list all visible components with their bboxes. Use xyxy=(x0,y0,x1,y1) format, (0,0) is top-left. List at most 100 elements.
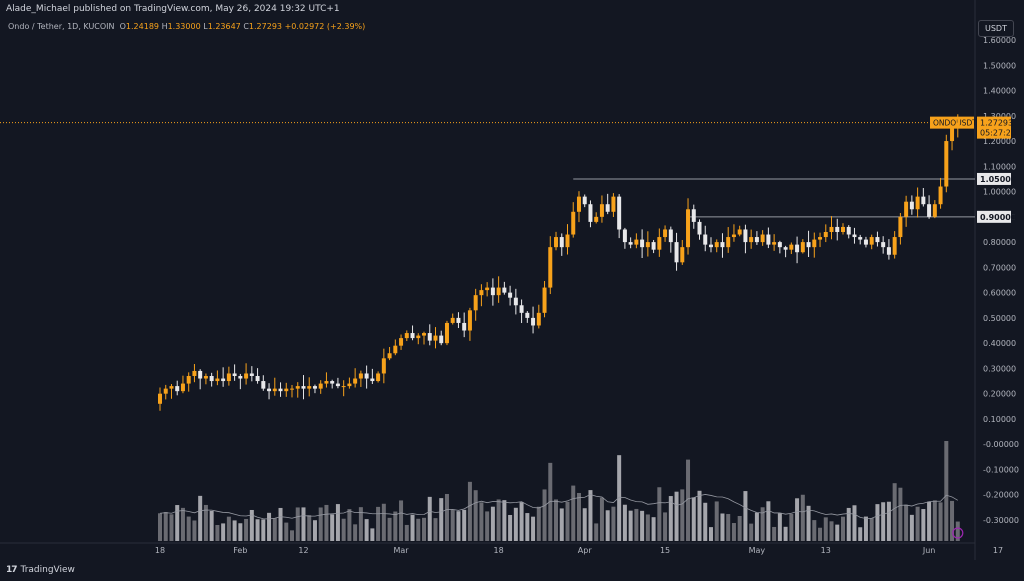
currency-button[interactable]: USDT xyxy=(978,20,1014,37)
candle-body xyxy=(244,373,249,379)
candle-body xyxy=(519,305,524,313)
candle-body xyxy=(238,376,243,379)
volume-bar xyxy=(519,502,524,541)
volume-bar xyxy=(749,523,754,541)
candle-body xyxy=(422,333,427,336)
x-tick-label: Mar xyxy=(394,546,410,555)
candle-body xyxy=(886,247,891,255)
candle-body xyxy=(439,335,444,344)
volume-bar xyxy=(255,519,260,541)
volume-bar xyxy=(301,507,306,541)
volume-bar xyxy=(651,517,656,541)
published-caption: Alade_Michael published on TradingView.c… xyxy=(6,4,340,14)
volume-bar xyxy=(938,502,943,541)
volume-bar xyxy=(169,514,174,541)
candle-body xyxy=(599,204,604,217)
candle-body xyxy=(955,122,960,129)
volume-bar xyxy=(869,517,874,541)
candle-body xyxy=(525,312,530,318)
volume-bar xyxy=(726,514,731,541)
candle-body xyxy=(209,376,214,382)
candle-body xyxy=(192,370,197,376)
candle-body xyxy=(444,322,449,344)
volume-bar xyxy=(381,503,386,541)
candle-body xyxy=(559,237,564,248)
candle-body xyxy=(680,247,685,263)
volume-bar xyxy=(226,516,231,541)
volume-bar xyxy=(238,523,243,541)
volume-bar xyxy=(852,505,857,541)
x-tick-label: 17 xyxy=(993,546,1003,555)
candle-body xyxy=(272,388,277,392)
volume-bar xyxy=(955,521,960,541)
candle-body xyxy=(531,317,536,326)
volume-bar xyxy=(594,523,599,541)
volume-bar xyxy=(686,459,691,541)
candle-body xyxy=(215,378,220,382)
x-tick-label: Feb xyxy=(233,546,247,555)
candle-body xyxy=(347,383,352,387)
candle-body xyxy=(513,297,518,306)
candle-body xyxy=(950,128,955,142)
y-tick-label: 0.40000 xyxy=(983,339,1016,348)
volume-bar xyxy=(192,520,197,541)
candle-body xyxy=(427,333,432,341)
candle-body xyxy=(898,216,903,238)
candle-body xyxy=(663,229,668,238)
volume-bar xyxy=(513,507,518,541)
candle-body xyxy=(800,242,805,253)
volume-bar xyxy=(456,511,461,541)
volume-bar xyxy=(927,501,932,541)
volume-bar xyxy=(330,514,335,541)
volume-bar xyxy=(582,508,587,541)
volume-bar xyxy=(909,514,914,541)
candle-body xyxy=(341,386,346,388)
candle-body xyxy=(921,196,926,205)
y-tick-label: 1.00000 xyxy=(983,188,1016,197)
volume-bar xyxy=(485,511,490,541)
volume-bar xyxy=(249,509,254,541)
candle-body xyxy=(255,376,260,382)
volume-bar xyxy=(158,513,162,541)
volume-bar xyxy=(433,518,438,541)
candle-body xyxy=(806,242,811,248)
volume-bar xyxy=(324,504,329,541)
volume-bar xyxy=(886,501,891,541)
x-tick-label: 12 xyxy=(298,546,308,555)
volume-bar xyxy=(180,507,185,541)
volume-bar xyxy=(743,491,748,541)
level-label-box xyxy=(977,210,1011,223)
candle-body xyxy=(703,234,708,245)
x-tick-label: 18 xyxy=(155,546,165,555)
volume-bar xyxy=(548,462,553,541)
candle-body xyxy=(812,239,817,248)
candle-body xyxy=(944,141,949,187)
candle-body xyxy=(496,287,501,296)
volume-bar xyxy=(703,502,708,541)
candle-body xyxy=(909,201,914,210)
volume-ma-line xyxy=(159,494,958,520)
volume-bar xyxy=(467,481,472,541)
candle-body xyxy=(686,209,691,248)
volume-bar xyxy=(645,514,650,541)
volume-bar xyxy=(783,526,788,541)
volume-bar xyxy=(244,518,249,541)
last-price-box xyxy=(977,116,1011,139)
x-tick-label: 15 xyxy=(660,546,670,555)
candle-body xyxy=(175,386,180,392)
countdown-label: 05:27:20 xyxy=(980,129,1016,138)
candle-body xyxy=(594,216,599,222)
y-tick-label: 0.70000 xyxy=(983,263,1016,272)
candle-body xyxy=(789,244,794,250)
level-label: 0.90000 xyxy=(980,213,1017,222)
volume-bar xyxy=(163,512,168,541)
volume-bar xyxy=(766,501,771,541)
volume-bar xyxy=(404,524,409,541)
volume-bar xyxy=(904,504,909,541)
volume-bar xyxy=(479,502,484,541)
candle-body xyxy=(582,196,587,205)
candle-body xyxy=(749,237,754,243)
tradingview-brand: 17 TradingView xyxy=(6,565,75,575)
x-tick-label: 18 xyxy=(494,546,504,555)
